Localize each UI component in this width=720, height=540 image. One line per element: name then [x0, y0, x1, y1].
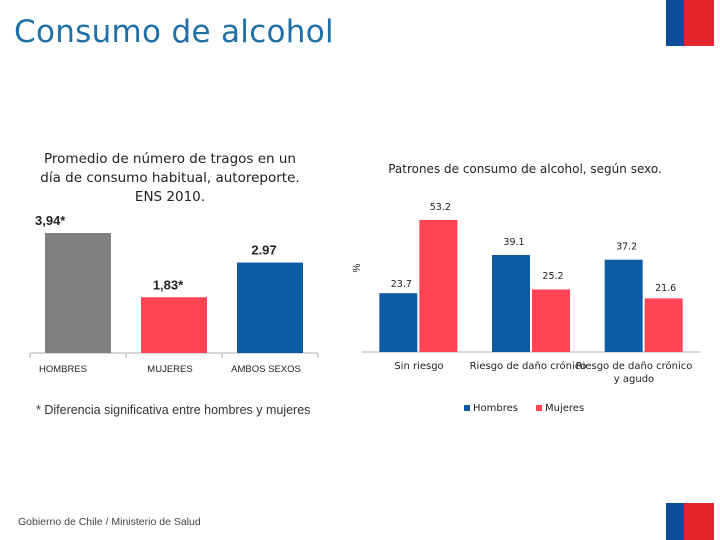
chart2-value-label: 53.2 [430, 202, 451, 213]
credit-text: Gobierno de Chile / Ministerio de Salud [18, 516, 201, 528]
flag-decoration-bottom [666, 503, 714, 540]
chart2-bar-mujeres-2 [644, 298, 683, 352]
chart1-bar-hombres [45, 233, 111, 353]
chart1-value-label: 3,94* [35, 213, 66, 228]
chart2-value-label: 37.2 [616, 242, 637, 253]
chart2-legend-swatch-mujeres [536, 405, 542, 411]
chart1-value-label: 2.97 [251, 243, 276, 258]
chart2-legend-label-mujeres: Mujeres [545, 403, 584, 414]
chart1-value-label: 1,83* [153, 277, 184, 292]
chart1-category-label: HOMBRES [39, 364, 87, 375]
chart2-category-label: Riesgo de daño crónico y agudo [576, 360, 693, 385]
chart1-category-label: AMBOS SEXOS [231, 364, 301, 375]
chart2-bar-hombres-0 [379, 293, 418, 352]
chart2-legend-swatch-hombres [464, 405, 470, 411]
chart2-value-label: 21.6 [655, 283, 676, 294]
chart2-bar-mujeres-1 [532, 289, 570, 352]
page-title: Consumo de alcohol [14, 14, 334, 50]
chart2-bar-mujeres-0 [419, 220, 458, 352]
chart1-title: Promedio de número de tragos en un día d… [40, 151, 300, 205]
flag-decoration-top [666, 0, 714, 46]
chart2-title: Patrones de consumo de alcohol, según se… [388, 162, 662, 176]
chart2-value-label: 39.1 [503, 237, 524, 248]
chart2-y-axis-label: % [352, 263, 363, 272]
chart2-value-label: 23.7 [391, 279, 412, 290]
chart2-value-label: 25.2 [542, 271, 563, 282]
chart1-bar-mujeres [141, 297, 207, 353]
chart2-category-label: Sin riesgo [394, 361, 443, 372]
chart2-bar-hombres-2 [604, 259, 643, 352]
chart1-category-label: MUJERES [147, 364, 192, 375]
chart2-category-label: Riesgo de daño crónico [470, 360, 587, 372]
footnote: * Diferencia significativa entre hombres… [36, 403, 311, 417]
chart1-bar-ambos-sexos [237, 262, 303, 353]
chart2-legend-label-hombres: Hombres [473, 403, 518, 414]
chart2-bar-hombres-1 [492, 254, 530, 352]
